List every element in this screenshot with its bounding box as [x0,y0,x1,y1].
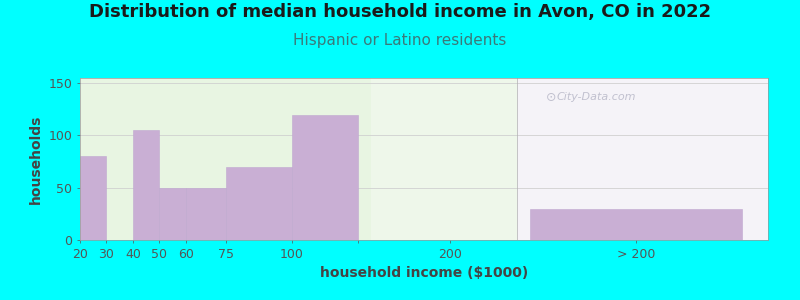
X-axis label: household income ($1000): household income ($1000) [320,266,528,280]
Bar [159,188,186,240]
Bar [517,78,768,240]
Bar [226,167,292,240]
Text: Distribution of median household income in Avon, CO in 2022: Distribution of median household income … [89,3,711,21]
Text: ⊙: ⊙ [546,91,557,104]
Y-axis label: households: households [29,114,43,204]
Bar [371,78,517,240]
Bar [186,188,226,240]
Bar [80,156,106,240]
Bar [133,130,159,240]
Text: City-Data.com: City-Data.com [556,92,636,102]
Bar [292,115,358,240]
Bar [80,78,371,240]
Bar [530,208,742,240]
Text: Hispanic or Latino residents: Hispanic or Latino residents [294,33,506,48]
